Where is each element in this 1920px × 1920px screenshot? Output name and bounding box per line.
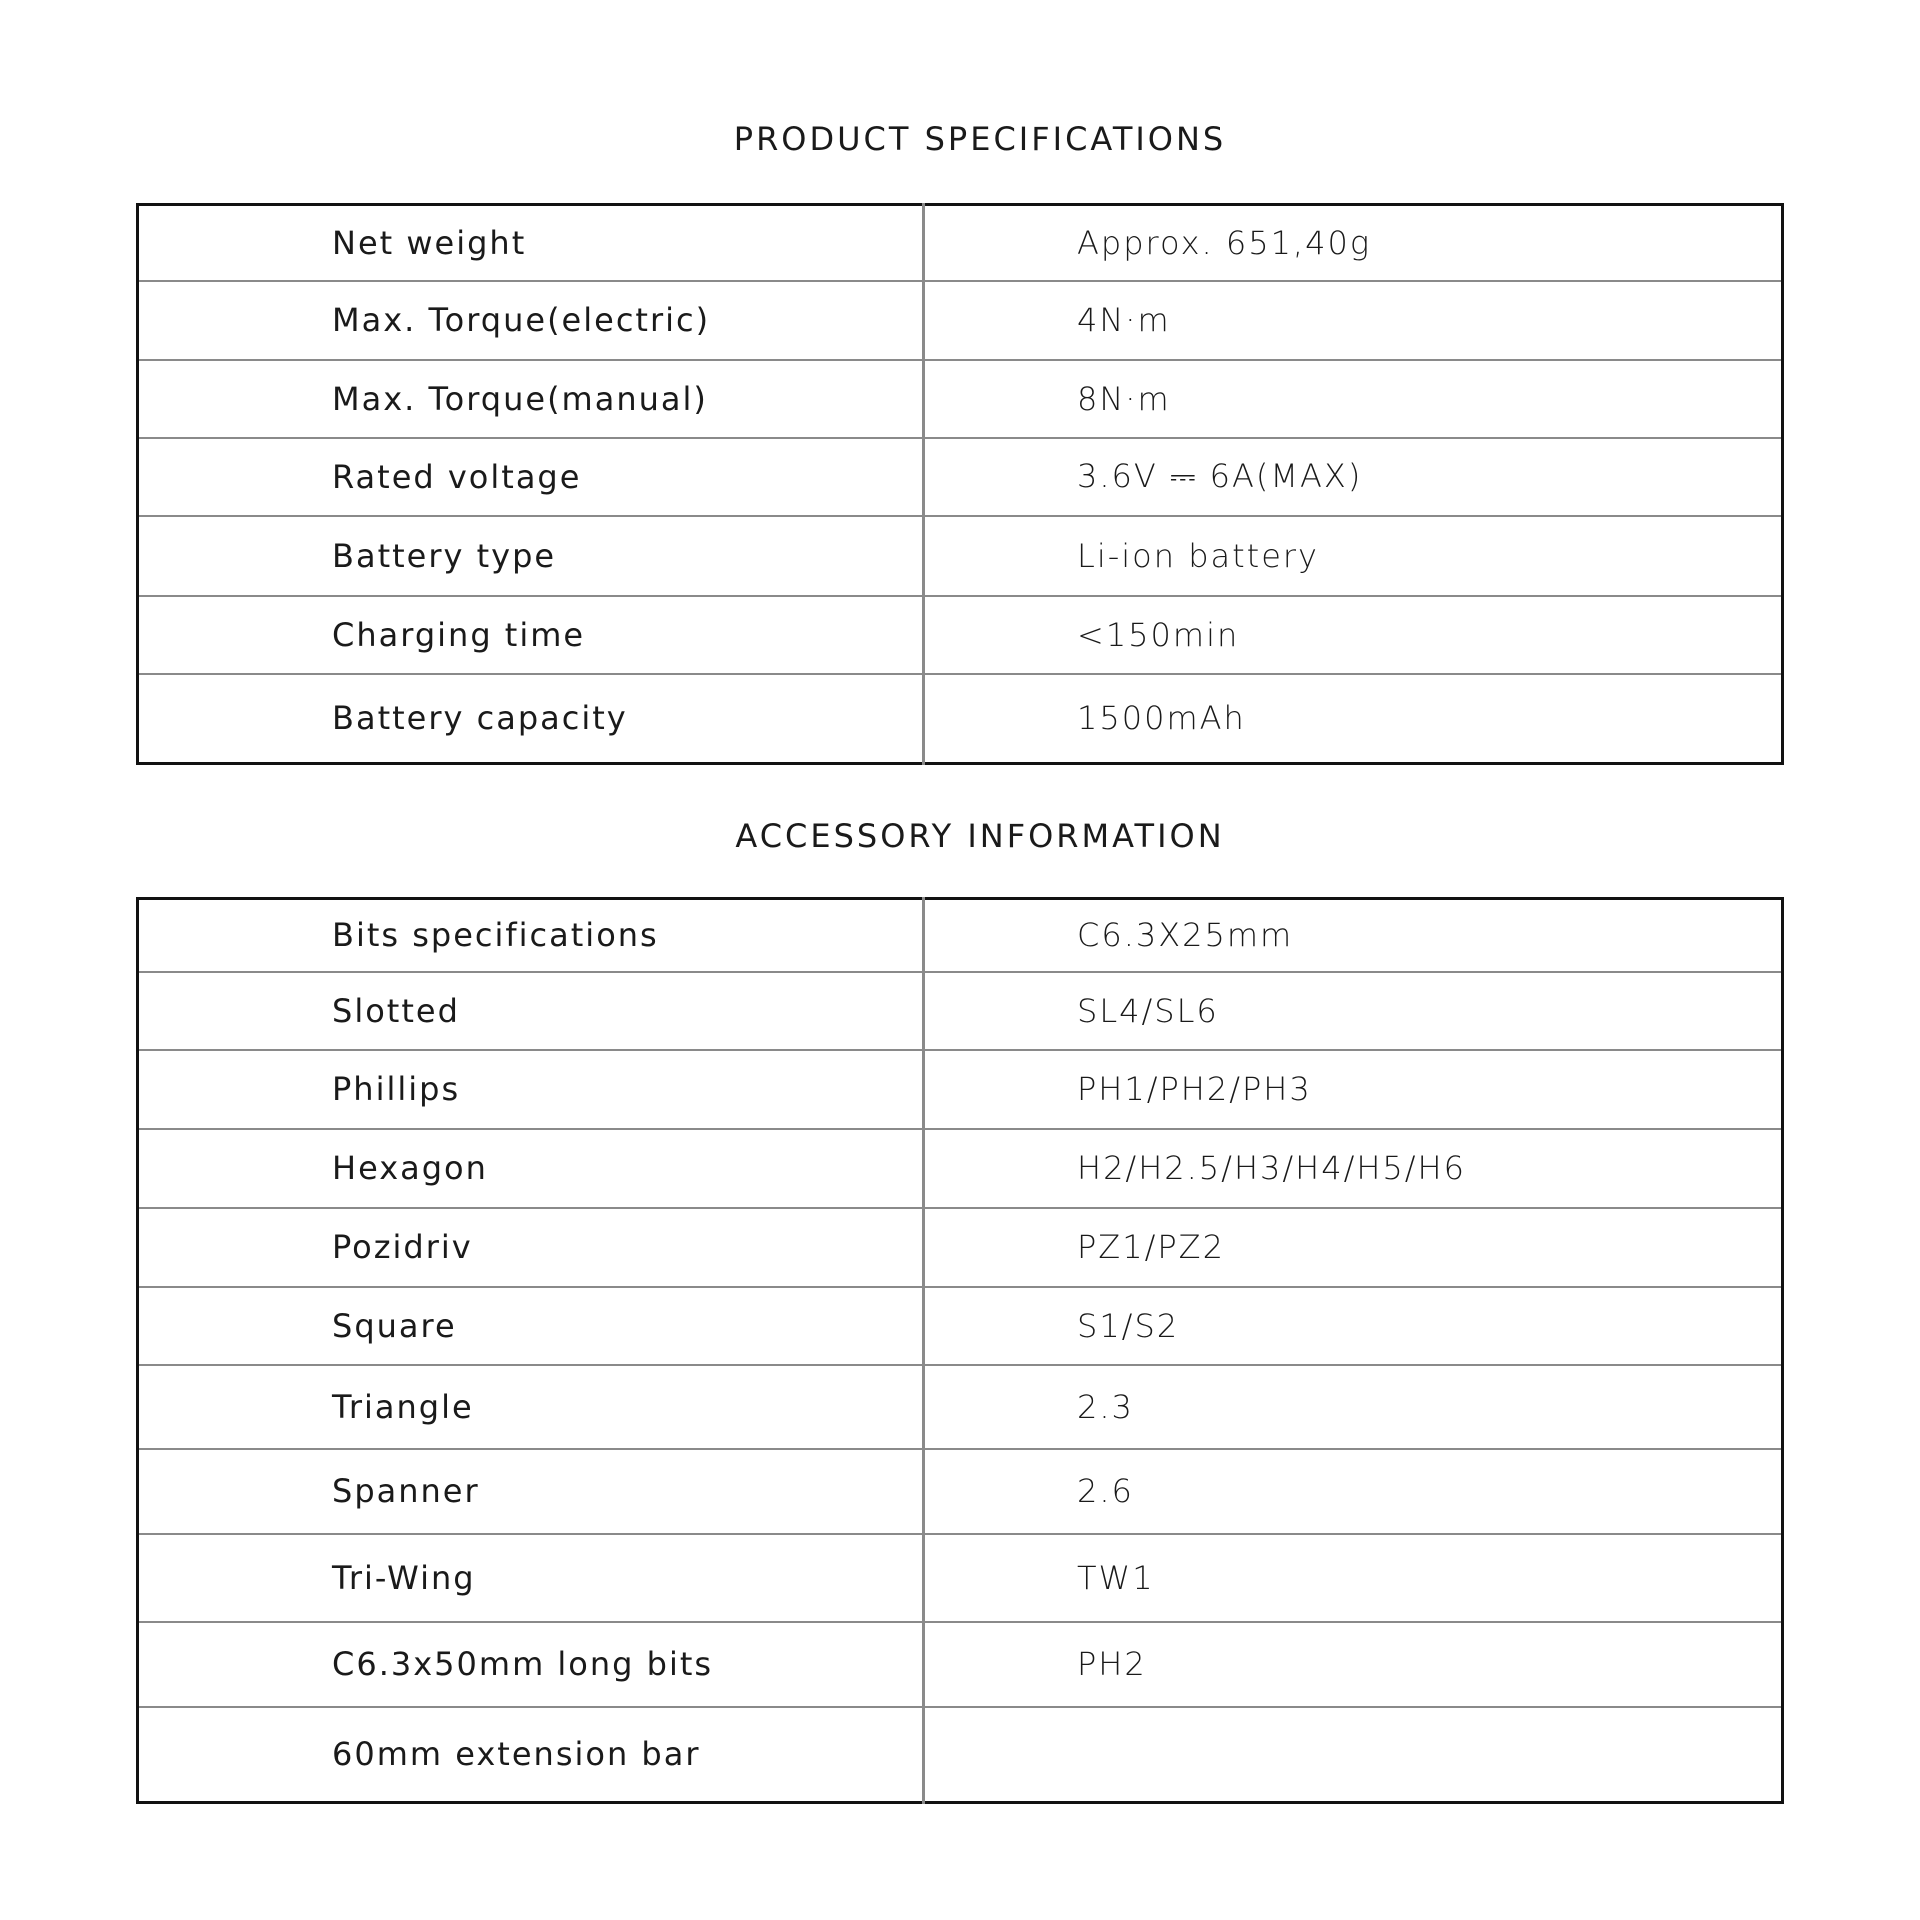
spec-label: Spanner	[137, 1448, 925, 1535]
spec-label: Charging time	[137, 595, 925, 675]
table-row: Charging time <150min	[137, 595, 1783, 675]
spec-label: Battery type	[137, 515, 925, 597]
spec-label: Max. Torque(electric)	[137, 280, 925, 361]
table-row: Pozidriv PZ1/PZ2	[137, 1207, 1783, 1288]
spec-label: Square	[137, 1286, 925, 1366]
table-row: C6.3x50mm long bits PH2	[137, 1621, 1783, 1708]
spec-label: Bits specifications	[137, 898, 925, 973]
table-row: Slotted SL4/SL6	[137, 971, 1783, 1051]
spec-value: PH2	[923, 1621, 1783, 1708]
spec-value: H2/H2.5/H3/H4/H5/H6	[923, 1128, 1783, 1209]
table-row: Bits specifications C6.3X25mm	[137, 898, 1783, 973]
table-row: Tri-Wing TW1	[137, 1533, 1783, 1623]
spec-value: 2.6	[923, 1448, 1783, 1535]
table-row: Spanner 2.6	[137, 1448, 1783, 1535]
table-row: Battery capacity 1500mAh	[137, 673, 1783, 764]
spec-value: Approx. 651,40g	[923, 204, 1783, 282]
spec-label: Net weight	[137, 204, 925, 282]
spec-label: 60mm extension bar	[137, 1706, 925, 1803]
spec-value	[924, 1707, 1783, 1803]
table-row: Square S1/S2	[137, 1286, 1783, 1366]
spec-value: 4N·m	[923, 280, 1783, 361]
table-row: Max. Torque(manual) 8N·m	[137, 359, 1783, 439]
accessory-information-table: Bits specifications C6.3X25mm Slotted SL4/S…	[136, 897, 1784, 1804]
spec-label: Max. Torque(manual)	[137, 359, 925, 439]
spec-label: Phillips	[137, 1049, 925, 1130]
spec-label: Rated voltage	[137, 437, 925, 517]
spec-value: 3.6V ⎓ 6A(MAX)	[923, 437, 1783, 517]
spec-value: S1/S2	[923, 1286, 1783, 1366]
accessory-information-title: ACCESSORY INFORMATION	[735, 817, 1225, 855]
table-row: Hexagon H2/H2.5/H3/H4/H5/H6	[137, 1128, 1783, 1209]
spec-value: 8N·m	[923, 359, 1783, 439]
table-row: Net weight Approx. 651,40g	[137, 204, 1783, 282]
table-row: Battery type Li-ion battery	[137, 515, 1783, 597]
spec-value: 1500mAh	[1077, 699, 1246, 738]
table-row: Phillips PH1/PH2/PH3	[137, 1049, 1783, 1130]
spec-value: 2.3	[923, 1364, 1783, 1450]
product-specifications-title: PRODUCT SPECIFICATIONS	[733, 120, 1227, 158]
spec-value: SL4/SL6	[923, 971, 1783, 1051]
spec-label: Triangle	[137, 1364, 925, 1450]
spec-label: C6.3x50mm long bits	[137, 1621, 925, 1708]
spec-label: Battery capacity	[137, 673, 925, 764]
spec-label: Pozidriv	[137, 1207, 925, 1288]
spec-label: Tri-Wing	[137, 1533, 925, 1623]
spec-value: Li-ion battery	[923, 515, 1783, 597]
table-row: Rated voltage 3.6V ⎓ 6A(MAX)	[137, 437, 1783, 517]
spec-value: TW1	[923, 1533, 1783, 1623]
spec-label: Hexagon	[137, 1128, 925, 1209]
spec-value: <150min	[923, 595, 1783, 675]
spec-value: PZ1/PZ2	[923, 1207, 1783, 1288]
spec-value: PH1/PH2/PH3	[923, 1049, 1783, 1130]
product-specifications-table: Net weight Approx. 651,40g Max. Torque(ele…	[136, 203, 1784, 765]
spec-value: C6.3X25mm	[923, 898, 1783, 973]
table-row: 60mm extension bar	[137, 1706, 1783, 1803]
table-row: Max. Torque(electric) 4N·m	[137, 280, 1783, 361]
spec-label: Slotted	[137, 971, 925, 1051]
table-row: Triangle 2.3	[137, 1364, 1783, 1450]
